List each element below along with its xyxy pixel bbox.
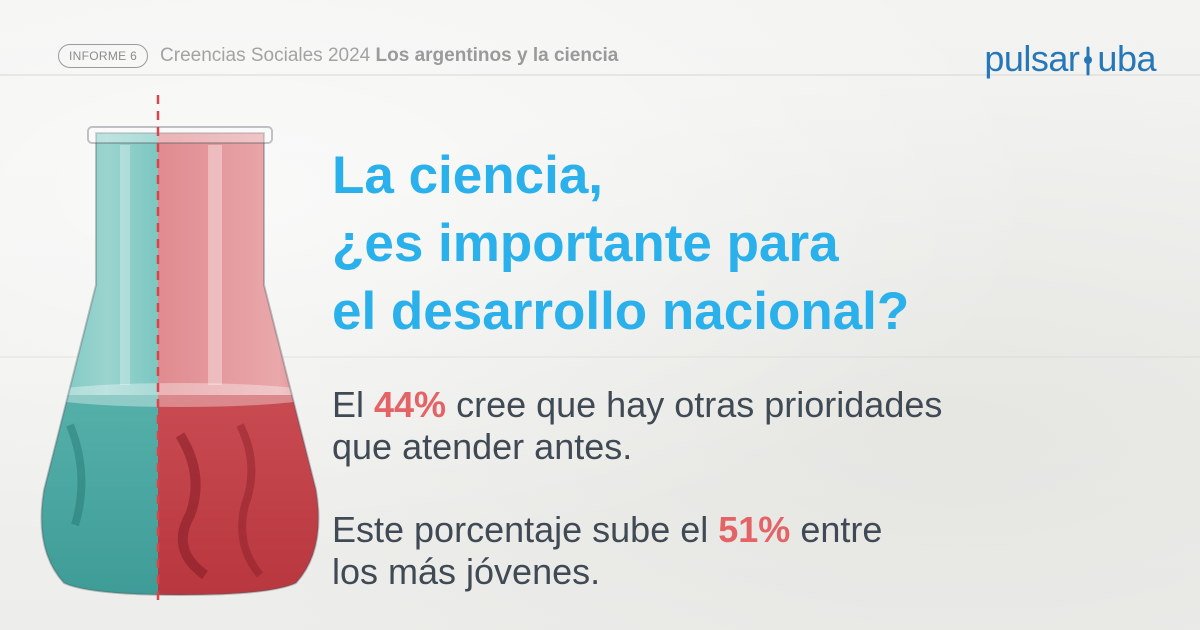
finding-2-text-pre: Este porcentaje sube el (332, 509, 719, 550)
finding-2-line-1: Este porcentaje sube el 51% entre (332, 509, 1172, 551)
report-subtitle: Creencias Sociales 2024 Los argentinos y… (160, 45, 618, 67)
erlenmeyer-flask-image (40, 95, 320, 605)
logo-text-pulsar: pulsar (984, 38, 1080, 79)
finding-1-text-pre: El (332, 384, 375, 425)
main-question-title: La ciencia, ¿es importante para el desar… (332, 142, 1172, 346)
pulsar-uba-logo: pulsar uba (984, 38, 1156, 80)
finding-1-line-1: El 44% cree que hay otras prioridades (332, 384, 1172, 426)
paper-crease (0, 74, 1200, 76)
paper-crease (0, 356, 1200, 358)
finding-2-text-post: entre (790, 509, 883, 550)
title-line-1: La ciencia, (332, 146, 604, 205)
finding-2-percentage: 51% (718, 509, 791, 550)
title-line-3: el desarrollo nacional? (332, 282, 910, 341)
report-header: INFORME 6 Creencias Sociales 2024 Los ar… (58, 40, 618, 72)
finding-1-text-post: cree que hay otras prioridades (446, 384, 943, 425)
title-line-2: ¿es importante para (332, 214, 839, 273)
report-badge: INFORME 6 (58, 44, 149, 68)
logo-text-uba: uba (1097, 38, 1156, 79)
report-series: Creencias Sociales 2024 (160, 45, 371, 66)
pulsar-logo-mark-icon (1084, 46, 1093, 76)
finding-paragraph-1: El 44% cree que hay otras prioridades qu… (332, 384, 1172, 468)
finding-paragraph-2: Este porcentaje sube el 51% entre los má… (332, 509, 1172, 593)
finding-1-percentage: 44% (374, 384, 447, 425)
finding-2-line-2: los más jóvenes. (332, 551, 601, 592)
finding-1-line-2: que atender antes. (332, 426, 633, 467)
report-topic: Los argentinos y la ciencia (375, 45, 619, 66)
